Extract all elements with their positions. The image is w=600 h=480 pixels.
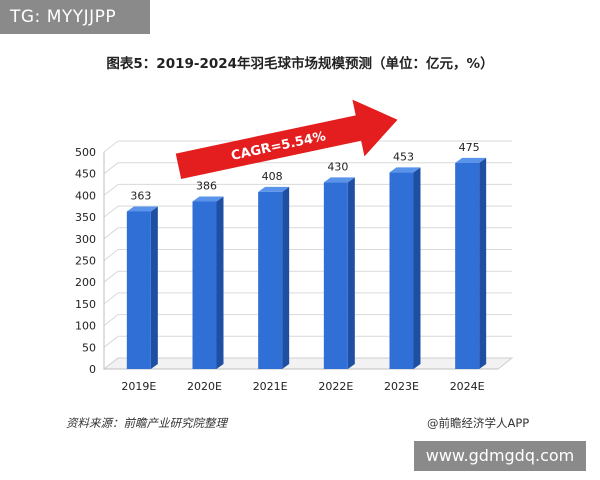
site-watermark: www.gdmgdq.com	[414, 441, 586, 471]
x-tick-label: 2024E	[450, 380, 485, 393]
data-label: 386	[196, 179, 217, 192]
x-tick-label: 2021E	[253, 380, 288, 393]
y-tick-label: 0	[89, 363, 96, 376]
y-tick-label: 450	[75, 168, 96, 181]
bar-2024E	[455, 157, 487, 369]
bar-top	[258, 186, 290, 192]
x-tick-label: 2023E	[384, 380, 419, 393]
y-tick-label: 100	[75, 320, 96, 333]
gridline-depth	[103, 184, 119, 196]
bar-2023E	[389, 167, 421, 369]
y-tick-label: 200	[75, 276, 96, 289]
x-tick-label: 2019E	[121, 380, 156, 393]
x-tick-label: 2020E	[187, 380, 222, 393]
bar-side	[216, 196, 224, 369]
bar-2020E	[192, 196, 224, 369]
bar-front	[455, 162, 480, 369]
gridline-depth	[103, 205, 119, 218]
bar-front	[192, 201, 217, 369]
data-label: 475	[459, 141, 480, 154]
bar-side	[347, 177, 355, 369]
bar-side	[413, 167, 421, 369]
gridline-depth	[103, 227, 119, 240]
y-tick-label: 400	[75, 189, 96, 202]
bar-side	[282, 186, 290, 369]
bar-front	[389, 172, 414, 369]
bar-2019E	[126, 206, 158, 369]
bar-top	[126, 206, 158, 212]
bar-front	[258, 191, 283, 369]
chart-floor	[102, 357, 514, 370]
bar-top	[389, 167, 421, 173]
data-label: 363	[130, 189, 151, 202]
y-tick-label: 50	[82, 341, 96, 354]
y-tick-label: 250	[75, 255, 96, 268]
gridline-depth	[103, 270, 119, 283]
data-label: 430	[327, 160, 348, 173]
gridline-depth	[103, 292, 119, 305]
bar-2022E	[323, 177, 355, 369]
chart-title: 图表5：2019-2024年羽毛球市场规模预测（单位：亿元，%）	[106, 56, 494, 72]
bar-2021E	[258, 186, 290, 369]
bar-top	[455, 157, 487, 163]
bar-side	[150, 206, 158, 369]
gridline-depth	[103, 335, 119, 348]
bar-side	[479, 157, 487, 369]
source-note: 资料来源：前瞻产业研究院整理	[66, 416, 227, 430]
x-tick-label: 2022E	[318, 380, 353, 393]
tg-watermark: TG: MYYJJPP	[0, 0, 150, 34]
y-tick-label: 500	[75, 146, 96, 159]
gridline-depth	[103, 162, 119, 175]
credit-note: @前瞻经济学人APP	[427, 416, 530, 430]
y-tick-label: 300	[75, 233, 96, 246]
bar-front	[126, 211, 151, 369]
bar-top	[192, 196, 224, 202]
gridline-depth	[103, 140, 119, 153]
data-label: 453	[393, 150, 414, 163]
y-tick-label: 350	[75, 211, 96, 224]
y-tick-label: 150	[75, 298, 96, 311]
arrow-shape	[175, 99, 398, 180]
data-label: 408	[262, 170, 283, 183]
bar-top	[323, 177, 355, 183]
bar-front	[323, 182, 348, 369]
gridline-depth	[103, 314, 119, 326]
gridline-depth	[103, 249, 119, 261]
